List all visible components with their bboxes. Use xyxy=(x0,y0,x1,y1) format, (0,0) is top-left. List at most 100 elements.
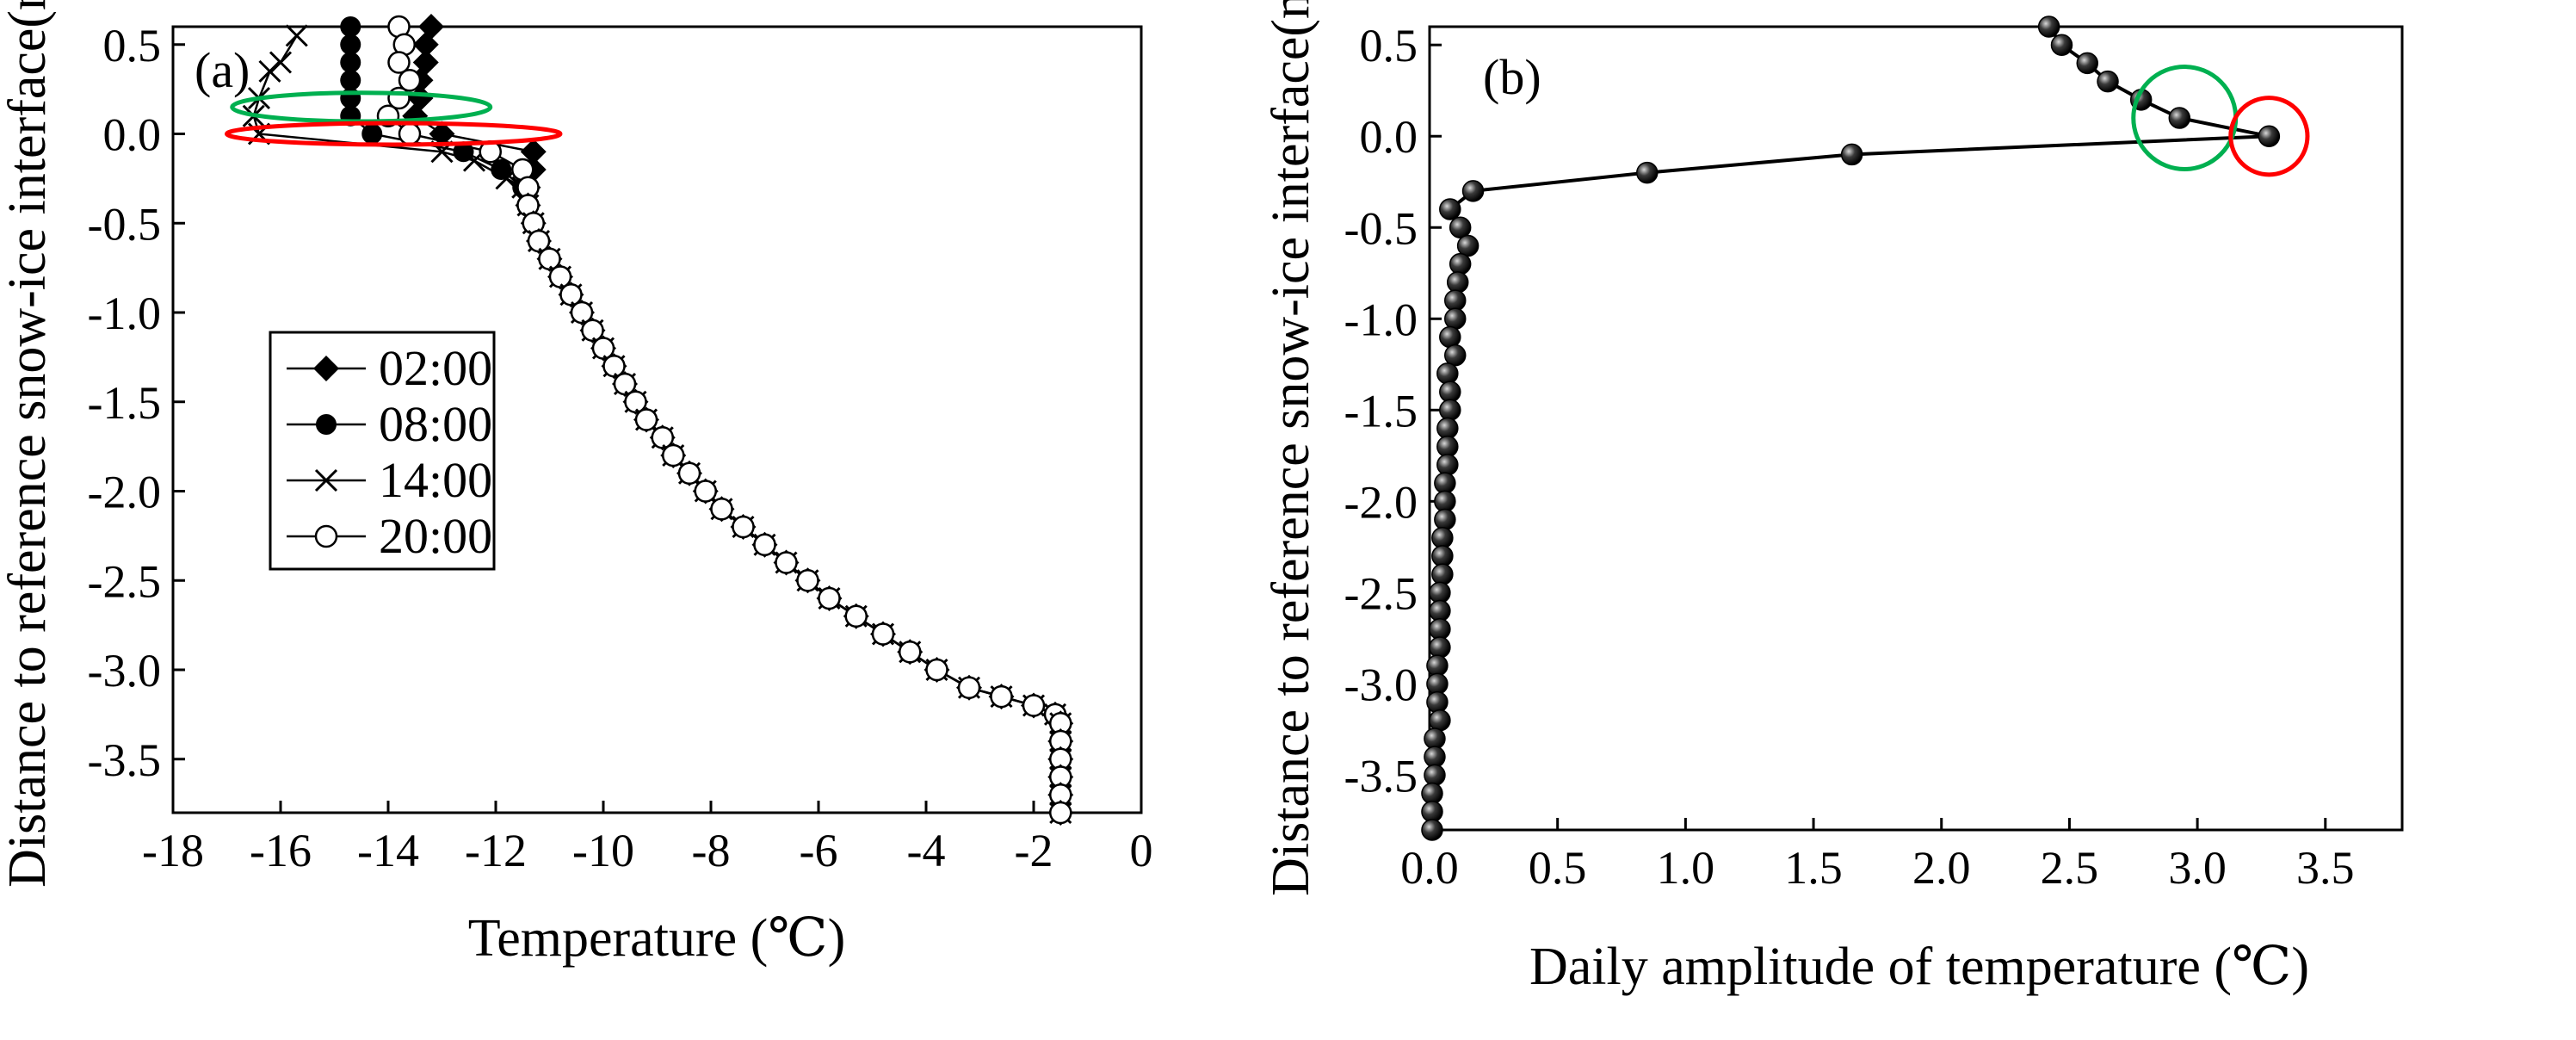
x-tick-label-a: 0 xyxy=(1130,825,1153,876)
data-point-shared xyxy=(1049,801,1072,825)
y-tick-label-a: -2.0 xyxy=(88,467,161,518)
data-point-02:00 xyxy=(429,121,455,147)
data-point-amplitude xyxy=(1439,399,1461,422)
data-point-20:00 xyxy=(398,122,422,145)
legend-marker-20:00 xyxy=(314,524,338,548)
series-markers-b xyxy=(1421,15,2281,841)
data-point-amplitude xyxy=(1840,143,1863,166)
data-point-amplitude xyxy=(2076,52,2098,75)
y-tick-label-b: -1.5 xyxy=(1344,385,1418,436)
data-point-shared xyxy=(899,641,922,664)
x-tick-label-b: 3.5 xyxy=(2296,842,2355,894)
x-tick-label-a: -4 xyxy=(907,825,946,876)
y-tick-label-a: -2.5 xyxy=(88,555,161,607)
data-point-amplitude xyxy=(1424,764,1446,787)
data-point-amplitude xyxy=(1461,180,1485,202)
data-point-amplitude xyxy=(1426,672,1449,696)
x-tick-label-a: -16 xyxy=(250,825,312,876)
data-point-20:00 xyxy=(387,51,411,74)
data-point-amplitude xyxy=(1429,636,1451,659)
series-markers-a xyxy=(242,14,1074,826)
data-point-amplitude xyxy=(2037,15,2060,38)
data-point-shared xyxy=(957,676,981,699)
data-point-amplitude xyxy=(1424,746,1446,768)
data-point-amplitude xyxy=(1434,472,1456,494)
data-point-amplitude xyxy=(1429,618,1451,641)
data-point-amplitude xyxy=(2050,34,2073,56)
data-point-08:00 xyxy=(340,70,361,91)
data-point-shared xyxy=(527,229,551,253)
y-tick-label-b: -3.5 xyxy=(1344,750,1418,802)
x-tick-label-b: 3.0 xyxy=(2168,842,2227,894)
panel-tag-b: (b) xyxy=(1483,49,1541,105)
y-tick-label-b: -3.0 xyxy=(1344,659,1418,710)
x-tick-label-a: -2 xyxy=(1015,825,1053,876)
data-point-amplitude xyxy=(2258,125,2281,147)
data-point-amplitude xyxy=(1443,289,1467,312)
data-point-amplitude xyxy=(1436,454,1459,476)
data-point-shared xyxy=(844,604,868,628)
data-point-amplitude xyxy=(1456,234,1480,257)
x-tick-label-b: 0.0 xyxy=(1400,842,1459,894)
data-point-amplitude xyxy=(1431,526,1454,549)
data-point-amplitude xyxy=(1636,161,1659,184)
y-tick-label-a: -0.5 xyxy=(88,198,161,250)
data-point-02:00 xyxy=(520,139,547,165)
data-point-shared xyxy=(559,283,583,306)
annotations-b xyxy=(2131,65,2310,177)
data-point-shared xyxy=(581,319,604,342)
data-point-shared xyxy=(634,408,658,431)
data-point-shared xyxy=(694,480,717,503)
legend-label-14:00: 14:00 xyxy=(379,452,492,508)
y-tick-label-b: 0.0 xyxy=(1360,111,1418,163)
data-point-amplitude xyxy=(1443,307,1467,331)
y-tick-label-a: -1.0 xyxy=(88,288,161,339)
data-point-shared xyxy=(710,498,733,521)
legend-box-a xyxy=(269,331,496,571)
y-axis-label-a: Distance to reference snow-ice interface… xyxy=(0,0,57,888)
data-point-amplitude xyxy=(1421,782,1443,805)
x-tick-label-a: -6 xyxy=(800,825,838,876)
data-point-amplitude xyxy=(1443,344,1467,367)
panel-a: -18 -16 -14 -12 -10 -8 -6 -4 -2 0 0.5 0.0 -0.5 -1.0 -1… xyxy=(0,0,1153,968)
x-tick-label-a: -18 xyxy=(142,825,204,876)
y-tick-label-a: 0.0 xyxy=(103,109,162,161)
panel-tag-a: (a) xyxy=(195,42,250,98)
data-point-amplitude xyxy=(2097,70,2119,93)
data-point-amplitude xyxy=(1436,362,1459,385)
data-point-amplitude xyxy=(1439,198,1461,220)
plot-area-b xyxy=(1428,25,2404,832)
y-tick-label-b: 0.5 xyxy=(1360,20,1418,71)
data-point-amplitude xyxy=(1429,599,1451,622)
data-point-amplitude xyxy=(1439,381,1461,403)
data-point-shared xyxy=(796,569,819,592)
data-point-shared xyxy=(662,443,685,467)
data-point-shared xyxy=(677,461,701,485)
legend-marker-08:00 xyxy=(316,414,337,435)
data-point-shared xyxy=(925,658,948,682)
y-tick-label-a: -3.5 xyxy=(88,734,161,786)
data-point-amplitude xyxy=(1426,690,1449,714)
x-tick-label-b: 0.5 xyxy=(1529,842,1587,894)
data-point-amplitude xyxy=(1449,216,1472,238)
data-point-amplitude xyxy=(2168,107,2191,129)
data-point-amplitude xyxy=(1421,819,1443,841)
data-point-08:00 xyxy=(453,141,474,163)
data-point-02:00 xyxy=(412,31,439,58)
data-point-shared xyxy=(871,622,895,646)
data-point-amplitude xyxy=(1436,417,1459,440)
legend-label-08:00: 08:00 xyxy=(379,396,492,452)
tick-labels-b: 0.0 0.5 1.0 1.5 2.0 2.5 3.0 3.5 0.5 0.0 -0.5 -1.0 -1… xyxy=(1344,20,2355,894)
data-point-shared xyxy=(732,515,755,539)
data-point-14:00 xyxy=(269,51,293,74)
data-point-amplitude xyxy=(1439,325,1461,349)
y-axis-label-b: Distance to reference snow-ice interface… xyxy=(1262,0,1320,896)
data-point-amplitude xyxy=(1431,563,1454,585)
y-tick-label-b: -2.5 xyxy=(1344,567,1418,619)
data-point-shared xyxy=(591,337,615,360)
x-tick-label-a: -8 xyxy=(692,825,731,876)
data-point-shared xyxy=(775,551,798,574)
data-point-08:00 xyxy=(491,159,512,180)
data-point-14:00 xyxy=(285,24,308,47)
